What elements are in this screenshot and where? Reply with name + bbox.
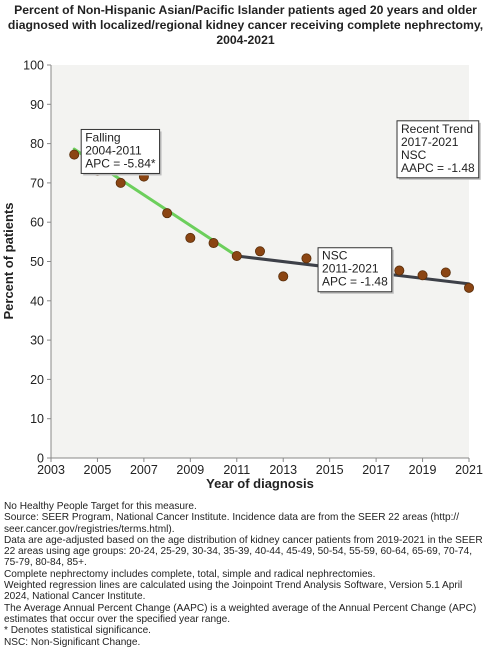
y-tick-label: 90 [30,98,44,112]
data-point [394,265,405,276]
x-ticks: 2003 2005 2007 2009 2011 2013 2015 2017 2019 2021 [37,458,483,477]
annotation-line: NSC [401,148,427,162]
y-ticks: 0 10 20 30 40 50 60 70 80 90 100 [23,59,51,466]
y-tick-label: 20 [30,373,44,387]
footnote-line: seer.cancer.gov/registries/terms.html). [4,523,175,535]
annotation-box [396,120,480,179]
y-tick-label: 30 [30,334,44,348]
y-axis-title: Percent of patients [1,202,16,319]
y-tick-label: 0 [37,452,44,466]
y-tick-label: 80 [30,137,44,151]
footnotes: No Healthy People Target for this measur… [4,501,490,648]
footnote-line: * Denotes statistical significance. [4,625,151,637]
data-point [115,177,126,188]
footnote-line: Data are age-adjusted based on the age d… [4,534,483,546]
y-tick-label: 40 [30,294,44,308]
chart-title-line-1: Percent of Non-Hispanic Asian/Pacific Is… [14,3,477,17]
annotation-line: NSC [322,249,348,263]
x-tick-label: 2019 [409,463,437,477]
x-tick-label: 2007 [130,463,158,477]
x-tick-label: 2021 [455,463,483,477]
x-tick-label: 2017 [362,463,390,477]
x-axis-title: Year of diagnosis [206,476,314,491]
data-point [417,270,428,281]
annotation-line: 2017-2021 [401,135,459,149]
y-tick-label: 70 [30,176,44,190]
annotation-line: Recent Trend [401,122,473,136]
data-point [185,232,196,243]
x-tick-label: 2005 [84,463,112,477]
data-point [231,250,242,261]
footnote-line: 22 areas using age groups: 20-24, 25-29,… [4,546,473,558]
data-point [208,238,219,249]
data-point [301,253,312,264]
x-tick-label: 2011 [223,463,250,477]
y-tick-label: 50 [30,255,44,269]
footnote-line: The Average Annual Percent Change (AAPC)… [4,602,477,614]
data-point [254,246,265,257]
y-tick-label: 100 [23,59,44,73]
data-point [162,208,173,219]
annotation-box [80,128,161,174]
footnote-line: No Healthy People Target for this measur… [4,501,197,512]
annotation-box [317,247,393,293]
x-tick-label: 2015 [316,463,344,477]
footnote-line: NSC: Non-Significant Change. [4,636,141,648]
x-tick-label: 2013 [269,463,297,477]
x-tick-label: 2009 [176,463,204,477]
footnote-line: Complete nephrectomy includes complete, … [4,568,376,580]
footnote-line: Weighted regression lines are calculated… [4,580,463,592]
chart-title: Percent of Non-Hispanic Asian/Pacific Is… [4,3,487,48]
data-point [69,149,80,160]
footnote-line: Source: SEER Program, National Cancer In… [4,512,460,524]
x-tick-label: 2003 [37,463,65,477]
annotation-line: 2011-2021 [322,262,379,276]
annotation-line: 2004-2011 [85,143,142,157]
footnote-line: 75-79, 80-84, 85+. [4,557,87,569]
data-point [278,271,289,282]
annotation-line: Falling [85,130,120,144]
annotation-line: APC = -5.84* [85,156,156,170]
chart-title-line-3: 2004-2021 [216,33,275,47]
annotation-line: APC = -1.48 [322,275,388,289]
y-tick-label: 10 [30,412,44,426]
footnote-line: estimates that occur over the specified … [4,613,231,625]
data-point [463,282,474,293]
annotation-line: AAPC = -1.48 [401,161,475,175]
data-point [440,267,451,278]
chart-title-line-2: diagnosed with localized/regional kidney… [7,18,484,32]
footnote-line: 2024, National Cancer Institute. [4,591,146,603]
y-tick-label: 60 [30,216,44,230]
